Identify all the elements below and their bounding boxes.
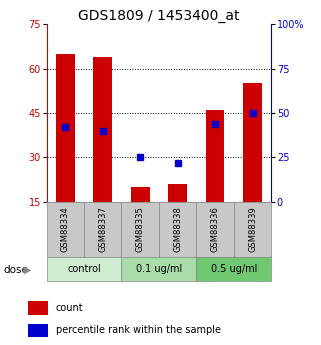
Text: count: count	[56, 303, 83, 313]
Bar	[131, 187, 150, 202]
Bar	[196, 202, 234, 257]
Bar	[121, 257, 196, 281]
Bar	[28, 324, 48, 337]
Bar	[196, 257, 271, 281]
Bar	[206, 110, 224, 202]
Text: 0.1 ug/ml: 0.1 ug/ml	[136, 264, 182, 274]
Bar	[47, 257, 121, 281]
Bar	[28, 301, 48, 315]
Text: GSM88338: GSM88338	[173, 207, 182, 252]
Text: percentile rank within the sample: percentile rank within the sample	[56, 325, 221, 335]
Bar	[168, 184, 187, 202]
Text: control: control	[67, 264, 101, 274]
Bar	[234, 202, 271, 257]
Title: GDS1809 / 1453400_at: GDS1809 / 1453400_at	[78, 9, 240, 23]
Bar	[84, 202, 121, 257]
Bar	[243, 83, 262, 202]
Bar	[159, 202, 196, 257]
Text: GSM88335: GSM88335	[136, 207, 145, 252]
Bar	[47, 202, 84, 257]
Bar	[93, 57, 112, 202]
Text: dose: dose	[3, 265, 28, 275]
Text: GSM88339: GSM88339	[248, 207, 257, 252]
Bar	[56, 54, 74, 202]
Text: GSM88334: GSM88334	[61, 207, 70, 252]
Text: GSM88337: GSM88337	[98, 207, 107, 252]
Text: GSM88336: GSM88336	[211, 207, 220, 252]
Bar	[121, 202, 159, 257]
Text: 0.5 ug/ml: 0.5 ug/ml	[211, 264, 257, 274]
Text: ▶: ▶	[23, 265, 31, 275]
